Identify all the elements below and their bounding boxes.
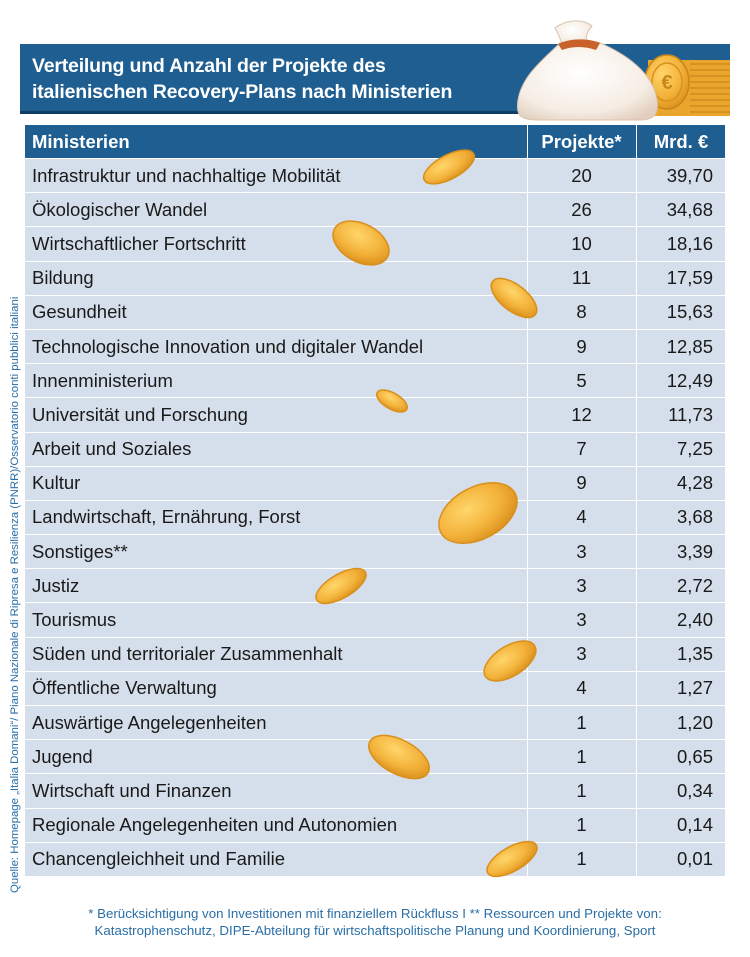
project-count-cell: 9	[527, 329, 635, 364]
ministry-name-cell: Bildung	[32, 267, 94, 289]
footnote-line: Katastrophenschutz, DIPE-Abteilung für w…	[94, 923, 656, 938]
ministry-name-cell: Technologische Innovation und digitaler …	[32, 335, 424, 357]
amount-cell: 12,85	[636, 329, 725, 364]
ministry-name-cell: Öffentliche Verwaltung	[32, 677, 217, 699]
amount-cell: 0,34	[636, 774, 725, 808]
footnote: * Berücksichtigung von Investitionen mit…	[0, 905, 750, 939]
ministry-name-cell: Landwirtschaft, Ernährung, Forst	[32, 506, 301, 528]
footnote-line: * Berücksichtigung von Investitionen mit…	[88, 906, 662, 921]
project-count-cell: 1	[527, 774, 635, 808]
project-count-cell: 26	[527, 193, 635, 227]
table-row: Tourismus 3 2,40	[25, 603, 725, 638]
table-row: Sonstiges** 3 3,39	[25, 535, 725, 570]
ministry-name-cell: Gesundheit	[32, 301, 127, 323]
table-row: Justiz 3 2,72	[25, 569, 725, 604]
title-line: italienischen Recovery-Plans nach Minist…	[32, 81, 453, 103]
amount-cell: 0,14	[636, 808, 725, 842]
title-banner: Verteilung und Anzahl der Projekte des i…	[20, 44, 730, 114]
project-count-cell: 4	[527, 500, 635, 535]
project-count-cell: 9	[527, 466, 635, 500]
ministry-name-cell: Süden und territorialer Zusammenhalt	[32, 643, 343, 665]
table-row: Chancengleichheit und Familie 1 0,01	[25, 842, 725, 877]
source-note: Quelle: Homepage „Italia Domani“/ Piano …	[9, 296, 21, 893]
ministry-name-cell: Tourismus	[32, 609, 117, 631]
ministry-name-cell: Jugend	[32, 745, 93, 767]
title-line: Verteilung und Anzahl der Projekte des	[32, 55, 386, 77]
amount-cell: 3,39	[636, 535, 725, 569]
column-header-mrd: Mrd. €	[636, 125, 725, 158]
amount-cell: 7,25	[636, 432, 725, 466]
table-row: Innenministerium 5 12,49	[25, 364, 725, 399]
ministry-name-cell: Sonstiges**	[32, 540, 128, 562]
amount-cell: 17,59	[636, 261, 725, 295]
amount-cell: 11,73	[636, 398, 725, 432]
amount-cell: 1,20	[636, 706, 725, 740]
amount-cell: 4,28	[636, 466, 725, 500]
amount-cell: 1,27	[636, 671, 725, 705]
amount-cell: 0,65	[636, 740, 725, 774]
ministry-name-cell: Infrastruktur und nachhaltige Mobilität	[32, 164, 341, 186]
table-row: Öffentliche Verwaltung 4 1,27	[25, 671, 725, 706]
table-row: Technologische Innovation und digitaler …	[25, 329, 725, 365]
ministry-name-cell: Regionale Angelegenheiten und Autonomien	[32, 814, 398, 836]
project-count-cell: 4	[527, 671, 635, 705]
data-table: Ministerien Projekte* Mrd. € Infrastrukt…	[25, 125, 725, 877]
project-count-cell: 7	[527, 432, 635, 466]
column-header-ministerien: Ministerien	[32, 130, 130, 152]
amount-cell: 39,70	[636, 159, 725, 193]
table-row: Bildung 11 17,59	[25, 261, 725, 296]
amount-cell: 1,35	[636, 637, 725, 671]
table-row: Ökologischer Wandel 26 34,68	[25, 193, 725, 228]
project-count-cell: 1	[527, 808, 635, 842]
ministry-name-cell: Wirtschaftlicher Fortschritt	[32, 232, 246, 254]
amount-cell: 2,72	[636, 569, 725, 603]
amount-cell: 15,63	[636, 295, 725, 329]
ministry-name-cell: Wirtschaft und Finanzen	[32, 779, 232, 801]
chart-title: Verteilung und Anzahl der Projekte des i…	[32, 53, 512, 105]
table-row: Wirtschaftlicher Fortschritt 10 18,16	[25, 227, 725, 262]
ministry-name-cell: Innenministerium	[32, 369, 173, 391]
table-row: Arbeit und Soziales 7 7,25	[25, 432, 725, 467]
project-count-cell: 20	[527, 159, 635, 193]
ministry-name-cell: Universität und Forschung	[32, 403, 248, 425]
table-body: Infrastruktur und nachhaltige Mobilität 2…	[25, 159, 725, 877]
amount-cell: 2,40	[636, 603, 725, 637]
ministry-name-cell: Justiz	[32, 574, 80, 596]
table-row: Jugend 1 0,65	[25, 740, 725, 775]
project-count-cell: 1	[527, 842, 635, 876]
project-count-cell: 8	[527, 295, 635, 329]
amount-cell: 0,01	[636, 842, 725, 876]
table-row: Wirtschaft und Finanzen 1 0,34	[25, 774, 725, 809]
project-count-cell: 10	[527, 227, 635, 261]
amount-cell: 34,68	[636, 193, 725, 227]
project-count-cell: 3	[527, 637, 635, 671]
table-row: Süden und territorialer Zusammenhalt 3 1,3…	[25, 637, 725, 672]
table-row: Auswärtige Angelegenheiten 1 1,20	[25, 706, 725, 741]
table-header-row: Ministerien Projekte* Mrd. €	[25, 125, 725, 159]
project-count-cell: 5	[527, 364, 635, 398]
ministry-name-cell: Kultur	[32, 472, 81, 494]
ministry-name-cell: Ökologischer Wandel	[32, 198, 208, 220]
amount-cell: 18,16	[636, 227, 725, 261]
project-count-cell: 3	[527, 569, 635, 603]
project-count-cell: 1	[527, 740, 635, 774]
ministry-name-cell: Auswärtige Angelegenheiten	[32, 711, 267, 733]
amount-cell: 12,49	[636, 364, 725, 398]
table-row: Landwirtschaft, Ernährung, Forst 4 3,68	[25, 500, 725, 536]
table-row: Infrastruktur und nachhaltige Mobilität 2…	[25, 159, 725, 194]
ministry-name-cell: Arbeit und Soziales	[32, 438, 192, 460]
table-row: Kultur 9 4,28	[25, 466, 725, 501]
amount-cell: 3,68	[636, 500, 725, 535]
project-count-cell: 3	[527, 535, 635, 569]
table-row: Regionale Angelegenheiten und Autonomien…	[25, 808, 725, 843]
column-header-projekte: Projekte*	[527, 125, 635, 158]
project-count-cell: 11	[527, 261, 635, 295]
project-count-cell: 3	[527, 603, 635, 637]
project-count-cell: 12	[527, 398, 635, 432]
project-count-cell: 1	[527, 706, 635, 740]
ministry-name-cell: Chancengleichheit und Familie	[32, 848, 285, 870]
table-row: Gesundheit 8 15,63	[25, 295, 725, 330]
table-row: Universität und Forschung 12 11,73	[25, 398, 725, 433]
